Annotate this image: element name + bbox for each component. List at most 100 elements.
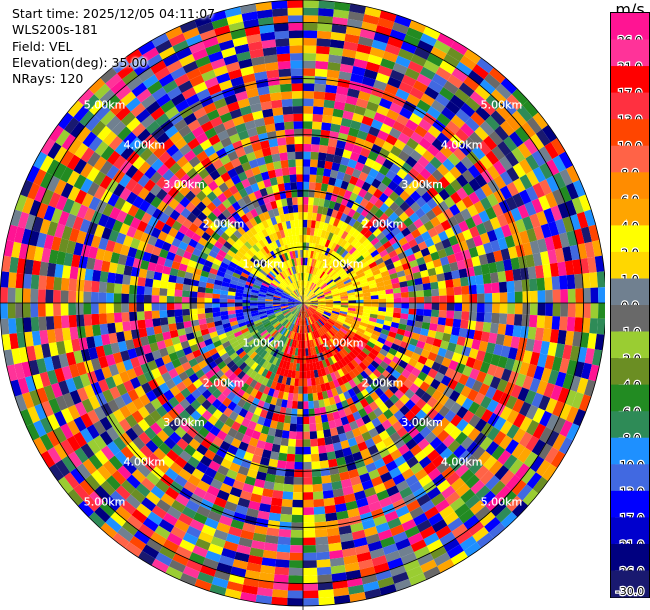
ppi-gate (371, 39, 388, 51)
ppi-gate (325, 295, 333, 299)
ppi-gate (407, 167, 420, 180)
ppi-gate (398, 48, 414, 61)
ppi-gate (347, 208, 356, 218)
ppi-gate (368, 224, 378, 234)
ppi-gate (532, 182, 546, 199)
ppi-gate (526, 170, 540, 187)
ppi-gate (360, 281, 369, 288)
ppi-gate (324, 231, 331, 240)
ppi-gate (416, 73, 432, 87)
ppi-gate (350, 73, 364, 84)
ppi-gate (465, 237, 476, 250)
ppi-gate (303, 22, 318, 31)
ppi-gate (303, 299, 310, 303)
ppi-gate (323, 290, 332, 295)
ppi-gate (447, 74, 464, 89)
ppi-gate (303, 159, 311, 167)
ppi-gate (336, 86, 349, 96)
ppi-gate (584, 241, 595, 258)
ppi-gate (327, 249, 334, 258)
ppi-gate (305, 242, 310, 251)
ppi-gate (477, 140, 492, 156)
ppi-gate (378, 294, 387, 299)
ppi-gate (341, 196, 350, 207)
ppi-gate (532, 166, 546, 183)
ppi-gate (398, 275, 407, 283)
ppi-gate (492, 303, 500, 314)
ppi-gate (325, 277, 333, 284)
ppi-gate (495, 260, 505, 273)
ppi-gate (358, 188, 368, 198)
ppi-gate (520, 267, 529, 280)
ppi-gate (334, 178, 343, 188)
ppi-gate (544, 276, 553, 291)
ppi-gate (446, 47, 464, 62)
ppi-gate (482, 273, 492, 284)
ppi-gate (369, 195, 379, 205)
ppi-gate (550, 205, 563, 222)
ppi-gate (493, 175, 507, 190)
ppi-gate (450, 191, 462, 204)
ppi-gate (330, 287, 339, 293)
ppi-gate (490, 89, 507, 105)
ppi-gate (346, 134, 357, 145)
ppi-gate (356, 244, 365, 253)
ppi-gate (303, 295, 305, 303)
ppi-gate (316, 293, 325, 298)
ppi-gate (334, 254, 342, 262)
ppi-gate (497, 140, 512, 157)
ppi-gate (446, 295, 455, 303)
ppi-gate (396, 270, 406, 278)
ppi-gate (317, 23, 333, 32)
ppi-gate (368, 94, 382, 105)
ppi-gate (424, 296, 432, 303)
ppi-gate (404, 232, 415, 243)
ppi-gate (410, 190, 422, 202)
ppi-gate (307, 291, 314, 298)
ppi-gate (392, 22, 409, 35)
ppi-gate (303, 166, 311, 175)
ppi-gate (575, 303, 584, 318)
ppi-gate (488, 262, 498, 274)
ppi-gate (405, 119, 419, 132)
ppi-gate (349, 175, 359, 186)
ppi-gate (303, 299, 310, 303)
ppi-gate (348, 257, 356, 265)
ppi-gate (345, 166, 355, 176)
ppi-gate (587, 256, 597, 273)
ppi-gate (321, 206, 329, 216)
ppi-gate (447, 153, 461, 167)
ppi-gate (314, 276, 320, 284)
ppi-gate (498, 281, 508, 293)
ppi-gate (463, 137, 478, 151)
ppi-gate (324, 160, 333, 170)
ppi-gate (330, 233, 338, 243)
ppi-gate (540, 251, 550, 266)
ppi-gate (373, 241, 383, 250)
ppi-gate (455, 128, 469, 143)
ppi-gate (376, 130, 389, 141)
ppi-gate (425, 260, 435, 270)
ppi-gate (554, 247, 565, 263)
ppi-gate (401, 74, 417, 87)
ppi-gate (367, 233, 377, 243)
ppi-gate (387, 221, 398, 232)
ppi-gate (465, 97, 481, 112)
ppi-gate (496, 213, 509, 227)
ppi-gate (351, 168, 362, 179)
ppi-gate (483, 283, 493, 294)
ppi-gate (364, 254, 373, 262)
ppi-gate (330, 225, 337, 234)
ppi-gate (490, 110, 506, 126)
ppi-gate (535, 129, 551, 147)
ppi-gate (317, 279, 324, 287)
ppi-gate (445, 279, 454, 288)
ppi-gate (318, 8, 334, 17)
ppi-gate (569, 244, 580, 261)
ppi-gate (389, 29, 407, 42)
ppi-gate (355, 268, 364, 276)
ppi-gate (499, 171, 513, 186)
ppi-gate (436, 113, 451, 127)
ppi-gate (307, 265, 311, 274)
ppi-gate (307, 212, 313, 221)
